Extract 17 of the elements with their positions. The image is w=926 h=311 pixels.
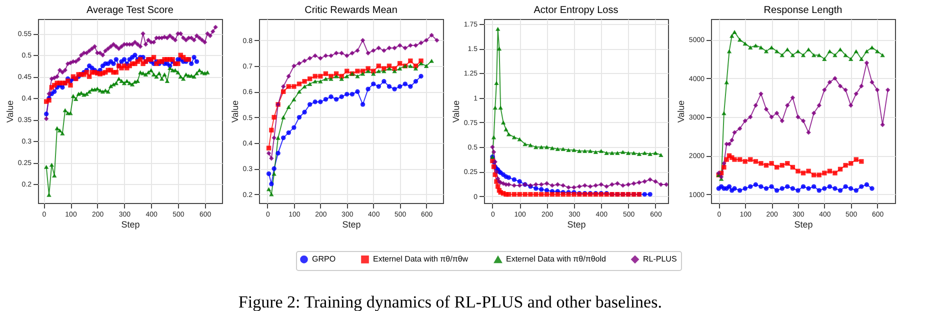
chart-title: Actor Entropy Loss <box>534 5 618 16</box>
y-axis-title: Value <box>450 100 461 123</box>
legend-label: RL-PLUS <box>643 254 677 264</box>
x-axis-title: Step <box>794 220 813 230</box>
caption: Figure 2: Training dynamics of RL-PLUS and other baselines. <box>238 292 662 311</box>
chart-title: Response Length <box>764 5 842 16</box>
legend-label: Externel Data with πθ/πθw <box>373 254 468 264</box>
y-axis-title: Value <box>230 100 240 123</box>
x-axis-title: Step <box>567 220 586 230</box>
chart-title: Critic Rewards Mean <box>304 5 398 16</box>
legend-label: GRPO <box>312 254 336 264</box>
legend-label: Externel Data with πθ/πθold <box>506 254 606 264</box>
x-axis-title: Step <box>121 220 140 230</box>
x-axis-title: Step <box>342 220 361 230</box>
y-axis-title: Value <box>676 100 686 123</box>
chart-title: Average Test Score <box>86 5 174 16</box>
y-axis-title: Value <box>4 100 15 123</box>
